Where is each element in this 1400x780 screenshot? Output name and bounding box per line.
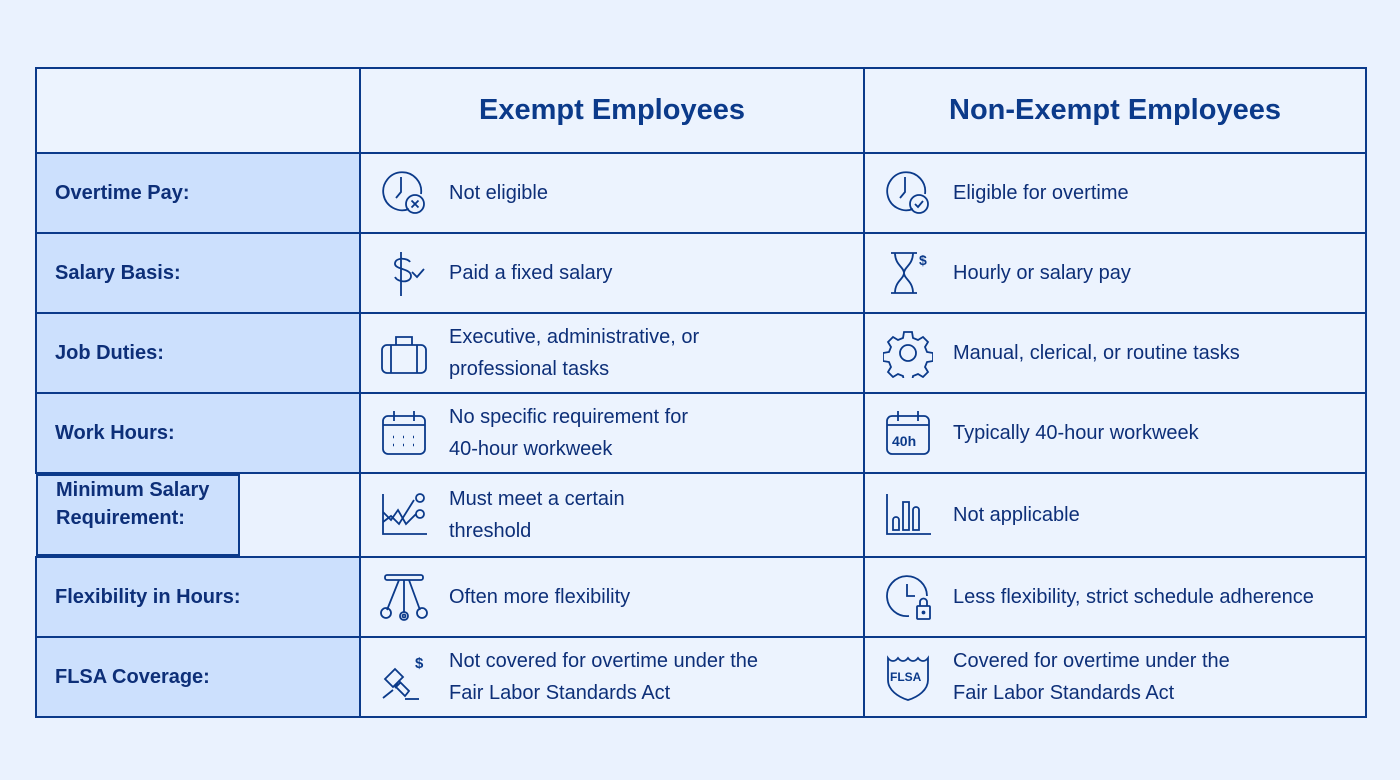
- exempt-text: No specific requirement for 40-hour work…: [449, 406, 688, 460]
- row-flexibility-in-hours: Flexibility in Hours: Often more flexibil…: [35, 556, 1367, 638]
- line-chart-icon: [379, 490, 429, 540]
- calendar-icon: [379, 408, 429, 458]
- exempt-cell: Not eligible: [359, 152, 865, 234]
- nonexempt-cell: $ Hourly or salary pay: [863, 232, 1367, 314]
- row-label: Job Duties:: [35, 312, 361, 394]
- nonexempt-text: Covered for overtime under the Fair Labo…: [953, 650, 1230, 704]
- svg-text:40h: 40h: [892, 433, 916, 449]
- flsa-shield-icon: FLSA: [883, 652, 933, 702]
- exempt-cell: Often more flexibility: [359, 556, 865, 638]
- pendulum-icon: [379, 572, 429, 622]
- comparison-table: Exempt Employees Non-Exempt Employees Ov…: [35, 67, 1367, 718]
- svg-text:$: $: [415, 655, 424, 672]
- nonexempt-cell: Not applicable: [863, 472, 1367, 558]
- row-minimum-salary-requirement: Minimum Salary Requirement: Must meet a c…: [36, 472, 1367, 558]
- clock-lock-icon: [883, 572, 933, 622]
- row-label: Salary Basis:: [35, 232, 361, 314]
- exempt-text: Often more flexibility: [449, 586, 631, 608]
- row-overtime-pay: Overtime Pay: Not eligible Eligible for ov…: [35, 152, 1367, 234]
- row-label: Overtime Pay:: [35, 152, 361, 234]
- exempt-cell: Must meet a certain threshold: [359, 472, 865, 558]
- row-label: Minimum Salary Requirement:: [36, 474, 240, 556]
- hourglass-dollar-icon: $: [883, 248, 933, 298]
- row-work-hours: Work Hours: No specific requirement for 4…: [35, 392, 1367, 474]
- clock-check-icon: [883, 168, 933, 218]
- nonexempt-text: Hourly or salary pay: [953, 262, 1131, 284]
- row-salary-basis: Salary Basis: Paid a fixed salary $ Hourly …: [35, 232, 1367, 314]
- svg-text:$: $: [919, 252, 927, 268]
- exempt-text: Paid a fixed salary: [449, 262, 613, 284]
- exempt-text: Not eligible: [449, 182, 548, 204]
- clock-x-icon: [379, 168, 429, 218]
- exempt-text: Not covered for overtime under the Fair …: [449, 650, 759, 704]
- exempt-cell: Paid a fixed salary: [359, 232, 865, 314]
- briefcase-icon: [379, 328, 429, 378]
- row-label: FLSA Coverage:: [35, 636, 361, 718]
- header-empty: [35, 67, 361, 154]
- nonexempt-cell: Eligible for overtime: [863, 152, 1367, 234]
- nonexempt-cell: Manual, clerical, or routine tasks: [863, 312, 1367, 394]
- exempt-text: Executive, administrative, or profession…: [449, 326, 700, 380]
- exempt-cell: Executive, administrative, or profession…: [359, 312, 865, 394]
- row-label: Flexibility in Hours:: [35, 556, 361, 638]
- gavel-dollar-icon: $: [379, 652, 429, 702]
- header-nonexempt: Non-Exempt Employees: [863, 67, 1367, 154]
- nonexempt-cell: 40h Typically 40-hour workweek: [863, 392, 1367, 474]
- header-row: Exempt Employees Non-Exempt Employees: [35, 67, 1367, 154]
- header-exempt: Exempt Employees: [359, 67, 865, 154]
- nonexempt-text: Not applicable: [953, 504, 1080, 526]
- nonexempt-text: Manual, clerical, or routine tasks: [953, 342, 1240, 364]
- gear-icon: [882, 328, 934, 383]
- row-job-duties: Job Duties: Executive, administrative, or…: [35, 312, 1367, 394]
- bar-chart-icon: [883, 490, 933, 540]
- nonexempt-cell: Less flexibility, strict schedule adhere…: [863, 556, 1367, 638]
- row-label: Work Hours:: [35, 392, 361, 474]
- exempt-cell: $ Not covered for overtime under the Fair…: [359, 636, 865, 718]
- exempt-text: Must meet a certain threshold: [449, 488, 625, 542]
- svg-text:FLSA: FLSA: [890, 670, 922, 684]
- row-flsa-coverage: FLSA Coverage: $ Not covered for overtime …: [35, 636, 1367, 718]
- dollar-check-icon: [379, 248, 429, 298]
- nonexempt-text: Less flexibility, strict schedule adhere…: [953, 586, 1314, 608]
- calendar-40h-icon: 40h: [883, 408, 933, 458]
- exempt-cell: No specific requirement for 40-hour work…: [359, 392, 865, 474]
- nonexempt-cell: FLSA Covered for overtime under the Fair …: [863, 636, 1367, 718]
- nonexempt-text: Eligible for overtime: [953, 182, 1129, 204]
- nonexempt-text: Typically 40-hour workweek: [953, 422, 1199, 444]
